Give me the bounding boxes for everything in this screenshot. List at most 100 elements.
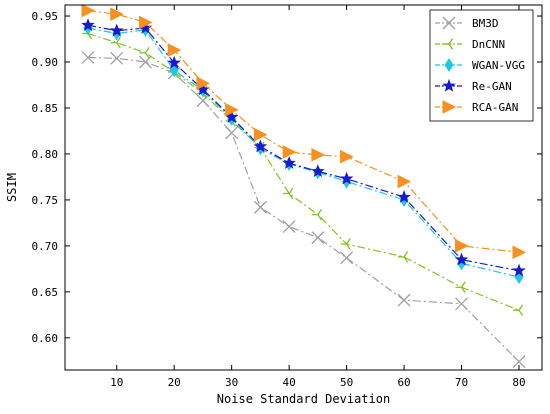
legend: BM3D DnCNN WGAN-VGG Re-GAN RCA-GAN <box>429 9 534 122</box>
data-point-re-gan <box>109 23 124 37</box>
legend-marker <box>444 58 454 72</box>
marker-stroke <box>225 126 239 140</box>
data-point-bm3d <box>81 50 95 64</box>
legend-item-bm3d: BM3D <box>435 16 499 30</box>
y-axis-title: SSIM <box>5 173 19 202</box>
marker-stroke <box>317 214 323 221</box>
marker-stroke <box>81 50 95 64</box>
x-tick-label: 60 <box>397 376 410 389</box>
data-point-re-gan <box>339 171 354 185</box>
marker-stroke <box>403 256 409 263</box>
marker-stroke <box>346 243 351 250</box>
data-point-rca-gan <box>455 239 469 253</box>
marker-stroke <box>317 208 323 215</box>
marker-stroke <box>346 238 351 245</box>
legend-item-re-gan: Re-GAN <box>435 78 512 93</box>
x-tick-label: 10 <box>110 376 123 389</box>
legend-item-dncnn: DnCNN <box>435 38 505 51</box>
data-point-bm3d <box>253 200 267 214</box>
x-tick-label: 80 <box>512 376 525 389</box>
marker-stroke <box>442 16 456 30</box>
legend-label: DnCNN <box>472 38 505 51</box>
marker-stroke <box>512 355 526 369</box>
data-point-rca-gan <box>397 174 412 189</box>
x-tick-label: 20 <box>168 376 181 389</box>
marker-stroke <box>518 309 524 316</box>
data-point-wgan-vgg <box>169 63 179 78</box>
marker-stroke <box>311 231 325 245</box>
data-point-dncnn <box>340 238 351 250</box>
series-re-gan <box>81 18 526 277</box>
data-point-bm3d <box>455 297 469 311</box>
y-tick-label: 0.70 <box>32 240 59 253</box>
x-tick-label: 70 <box>455 376 468 389</box>
x-tick-label: 30 <box>225 376 238 389</box>
legend-item-rca-gan: RCA-GAN <box>435 100 518 114</box>
marker-stroke <box>397 293 411 307</box>
marker-stroke <box>282 220 296 234</box>
data-point-re-gan <box>512 263 526 277</box>
marker-stroke <box>455 297 469 311</box>
legend-label: RCA-GAN <box>472 101 518 114</box>
data-point-dncnn <box>455 281 466 294</box>
data-point-re-gan <box>454 252 469 266</box>
data-point-rca-gan <box>138 15 153 30</box>
data-point-rca-gan <box>81 3 96 18</box>
y-tick-label: 0.80 <box>32 148 59 161</box>
legend-marker <box>443 38 454 50</box>
data-point-re-gan <box>167 55 181 69</box>
marker-stroke <box>116 42 121 49</box>
y-tick-label: 0.90 <box>32 56 59 69</box>
marker-stroke <box>448 38 454 45</box>
data-point-rca-gan <box>167 43 182 57</box>
series-rca-gan <box>81 3 527 260</box>
data-point-bm3d <box>225 126 239 140</box>
legend-label: Re-GAN <box>472 80 512 93</box>
marker-stroke <box>288 193 294 200</box>
marker-stroke <box>144 47 150 54</box>
marker-stroke <box>518 304 524 311</box>
marker-stroke <box>196 94 210 108</box>
data-point-re-gan <box>81 18 95 32</box>
data-point-re-gan <box>397 190 411 203</box>
y-tick-label: 0.65 <box>32 286 59 299</box>
data-point-dncnn <box>139 47 150 59</box>
data-point-bm3d <box>282 220 296 234</box>
data-point-rca-gan <box>196 76 211 90</box>
data-point-dncnn <box>110 36 121 49</box>
y-tick-label: 0.75 <box>32 194 59 207</box>
marker-stroke <box>116 36 121 44</box>
data-point-bm3d <box>110 51 124 65</box>
y-tick-label: 0.85 <box>32 102 59 115</box>
plot-frame <box>64 4 543 371</box>
data-point-bm3d <box>311 231 325 245</box>
legend-marker <box>442 78 456 92</box>
legend-marker <box>442 100 457 114</box>
marker-stroke <box>461 281 466 288</box>
x-tick-label: 50 <box>340 376 353 389</box>
marker-stroke <box>253 200 267 214</box>
data-point-bm3d <box>138 55 152 69</box>
y-tick-label: 0.60 <box>32 332 59 345</box>
marker-stroke <box>288 187 294 194</box>
y-tick-label: 0.95 <box>32 10 59 23</box>
data-point-rca-gan <box>282 145 297 159</box>
data-point-re-gan <box>282 155 296 169</box>
marker-stroke <box>461 286 466 294</box>
data-point-rca-gan <box>311 148 325 162</box>
legend-label: BM3D <box>472 17 499 30</box>
marker-stroke <box>340 251 354 265</box>
data-point-re-gan <box>311 164 325 178</box>
data-point-dncnn <box>513 304 524 316</box>
marker-stroke <box>87 33 93 40</box>
data-point-bm3d <box>340 251 354 265</box>
marker-stroke <box>110 51 124 65</box>
data-point-rca-gan <box>225 103 239 117</box>
marker-stroke <box>448 43 454 50</box>
plot-layer <box>81 3 527 369</box>
data-point-rca-gan <box>512 245 527 260</box>
data-point-rca-gan <box>110 7 124 22</box>
axes-layer: 0.60 0.65 0.70 0.75 0.80 0.85 0.90 0.95 10 20 30 40… <box>32 4 543 389</box>
